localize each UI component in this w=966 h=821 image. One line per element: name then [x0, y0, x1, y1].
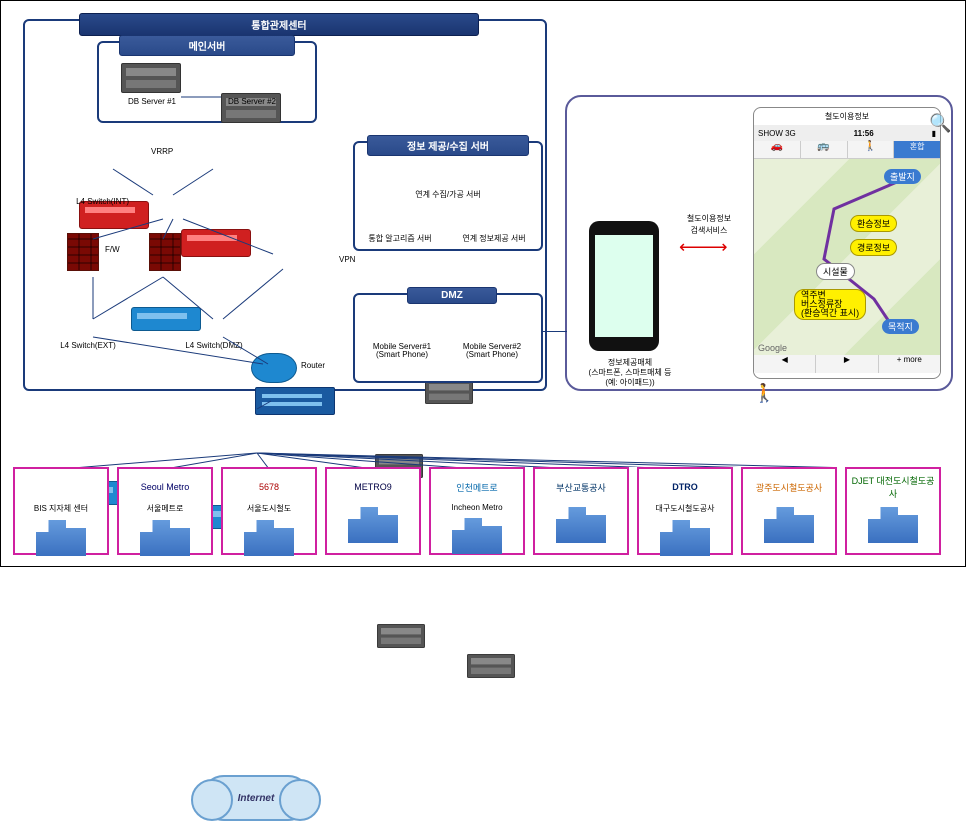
org-card-6: DTRO 대구도시철도공사 — [637, 467, 733, 555]
org-logo-8: DJET 대전도시철도공사 — [849, 473, 937, 501]
org-card-4: 인천메트로 Incheon Metro — [429, 467, 525, 555]
l4-dmz-label: L4 Switch(DMZ) — [159, 341, 269, 350]
org-row: BIS 지자체 센터 Seoul Metro 서울메트로 5678 서울도시철도 M… — [13, 467, 941, 555]
dmz-panel — [353, 293, 543, 383]
pill-bus: 역주변 버스정류장 (환승역간 표시) — [794, 289, 866, 320]
info-s1-icon — [425, 380, 473, 404]
info-s1-label: 연계 수집/가공 서버 — [403, 189, 493, 200]
org-logo-5: 부산교통공사 — [537, 473, 625, 501]
tab-3[interactable]: 🚶 — [848, 141, 895, 158]
router-icon — [251, 353, 297, 383]
map-title: 철도이용정보 — [754, 108, 940, 125]
link-label1: 철도이용정보 — [669, 213, 749, 224]
org-card-3: METRO9 — [325, 467, 421, 555]
start-bubble: 출발지 — [884, 169, 921, 184]
time-label: 11:56 — [854, 129, 874, 138]
internet-cloud: Internet — [201, 775, 311, 821]
footer-btn-1[interactable]: ◀ — [754, 355, 816, 373]
org-logo-4: 인천메트로 — [433, 473, 521, 501]
vrrp-label: VRRP — [151, 147, 173, 156]
tab-1[interactable]: 🚗 — [754, 141, 801, 158]
org-logo-3: METRO9 — [329, 473, 417, 501]
building-icon — [36, 516, 86, 556]
building-icon — [764, 503, 814, 543]
dmz-m2-label: Mobile Server#2 (Smart Phone) — [447, 343, 537, 359]
db-server-2-label: DB Server #2 — [217, 97, 287, 106]
org-logo-7: 광주도시철도공사 — [745, 473, 833, 501]
info-server-title: 정보 제공/수집 서버 — [367, 135, 529, 156]
main-server-title: 메인서버 — [119, 35, 295, 56]
tab-4[interactable]: 혼합 — [894, 141, 940, 158]
double-arrow-icon: ⟵⟶ — [679, 237, 725, 258]
dmz-link-line — [543, 331, 567, 332]
org-logo-6: DTRO — [641, 473, 729, 501]
org-card-0: BIS 지자체 센터 — [13, 467, 109, 555]
footer-btn-more[interactable]: + more — [879, 355, 940, 373]
footer-btn-2[interactable]: ▶ — [816, 355, 878, 373]
org-name-4: Incheon Metro — [433, 503, 521, 512]
red-switch-2-icon — [181, 229, 251, 257]
map-card: 철도이용정보 SHOW 3G 11:56 ▮ 🚗 🚌 🚶 혼합 출발지 환승정보… — [753, 107, 941, 379]
end-bubble: 목적지 — [882, 319, 919, 334]
google-logo: Google — [758, 343, 787, 353]
building-icon — [140, 516, 190, 556]
org-logo-0 — [17, 473, 105, 501]
l4-ext-label: L4 Switch(EXT) — [33, 341, 143, 350]
building-icon — [868, 503, 918, 543]
internet-label: Internet — [238, 793, 275, 804]
org-card-5: 부산교통공사 — [533, 467, 629, 555]
diagram-canvas: 통합관제센터 메인서버 DB Server #1 DB Server #2 VR… — [0, 0, 966, 567]
internet-fanout — [1, 387, 966, 467]
building-icon — [556, 503, 606, 543]
org-card-2: 5678 서울도시철도 — [221, 467, 317, 555]
control-center-title: 통합관제센터 — [79, 13, 479, 36]
building-icon — [452, 514, 502, 554]
pill-facility: 시설물 — [816, 263, 855, 280]
l4-int-label: L4 Switch(INT) — [43, 197, 129, 206]
pill-route: 경로정보 — [850, 239, 897, 256]
firewall-1-icon — [67, 233, 99, 271]
org-card-7: 광주도시철도공사 — [741, 467, 837, 555]
org-logo-1: Seoul Metro — [121, 473, 209, 501]
building-icon — [244, 516, 294, 556]
dmz-title: DMZ — [407, 287, 497, 304]
dmz-m2-icon — [467, 654, 515, 678]
l4-int-switch-icon — [131, 307, 201, 331]
org-logo-2: 5678 — [225, 473, 313, 501]
person-icon: 🔍 — [929, 113, 951, 134]
person2-icon: 🚶 — [753, 383, 775, 404]
org-name-2: 서울도시철도 — [225, 503, 313, 514]
link-label2: 검색서비스 — [669, 225, 749, 236]
org-card-8: DJET 대전도시철도공사 — [845, 467, 941, 555]
building-icon — [348, 503, 398, 543]
firewall-2-icon — [149, 233, 181, 271]
db-server-1-label: DB Server #1 — [117, 97, 187, 106]
org-card-1: Seoul Metro 서울메트로 — [117, 467, 213, 555]
carrier-label: SHOW 3G — [758, 129, 796, 138]
fw-label: F/W — [105, 245, 120, 254]
phone-cap3: (예: 아이패드)) — [575, 377, 685, 388]
dmz-m1-label: Mobile Server#1 (Smart Phone) — [357, 343, 447, 359]
db-server-1-icon — [121, 63, 181, 93]
dmz-m1-icon — [377, 624, 425, 648]
tab-2[interactable]: 🚌 — [801, 141, 848, 158]
org-name-1: 서울메트로 — [121, 503, 209, 514]
router-label: Router — [301, 361, 325, 370]
org-name-6: 대구도시철도공사 — [641, 503, 729, 514]
smartphone-icon — [589, 221, 659, 351]
vpn-icon — [255, 387, 335, 415]
info-s2-label: 통합 알고리즘 서버 — [355, 233, 445, 244]
info-s3-label: 연계 정보제공 서버 — [449, 233, 539, 244]
vpn-label: VPN — [339, 255, 355, 264]
map-view[interactable]: 출발지 환승정보 경로정보 시설물 역주변 버스정류장 (환승역간 표시) 목적… — [754, 159, 940, 355]
org-name-0: BIS 지자체 센터 — [17, 503, 105, 514]
building-icon — [660, 516, 710, 556]
pill-transfer: 환승정보 — [850, 215, 897, 232]
